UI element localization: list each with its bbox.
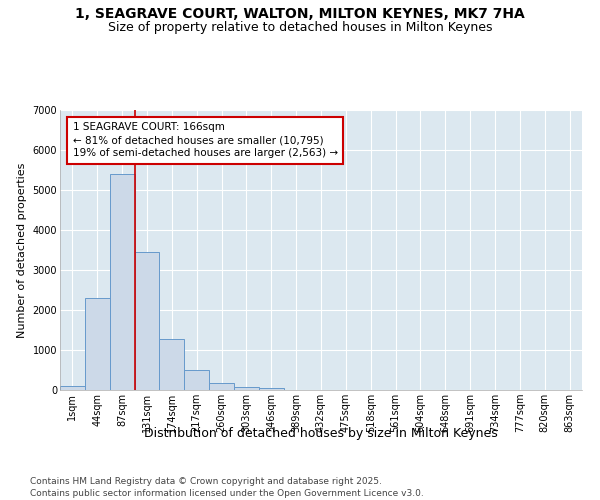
- Bar: [209, 383, 234, 390]
- Bar: [85, 298, 110, 390]
- Bar: [134, 252, 160, 390]
- Text: Distribution of detached houses by size in Milton Keynes: Distribution of detached houses by size …: [144, 428, 498, 440]
- Bar: [234, 387, 259, 390]
- Text: Contains public sector information licensed under the Open Government Licence v3: Contains public sector information licen…: [30, 489, 424, 498]
- Bar: [160, 339, 184, 390]
- Text: Contains HM Land Registry data © Crown copyright and database right 2025.: Contains HM Land Registry data © Crown c…: [30, 478, 382, 486]
- Bar: [184, 370, 209, 390]
- Bar: [110, 174, 134, 390]
- Y-axis label: Number of detached properties: Number of detached properties: [17, 162, 27, 338]
- Text: 1, SEAGRAVE COURT, WALTON, MILTON KEYNES, MK7 7HA: 1, SEAGRAVE COURT, WALTON, MILTON KEYNES…: [75, 8, 525, 22]
- Text: 1 SEAGRAVE COURT: 166sqm
← 81% of detached houses are smaller (10,795)
19% of se: 1 SEAGRAVE COURT: 166sqm ← 81% of detach…: [73, 122, 338, 158]
- Bar: [60, 386, 85, 390]
- Text: Size of property relative to detached houses in Milton Keynes: Size of property relative to detached ho…: [108, 21, 492, 34]
- Bar: [259, 388, 284, 390]
